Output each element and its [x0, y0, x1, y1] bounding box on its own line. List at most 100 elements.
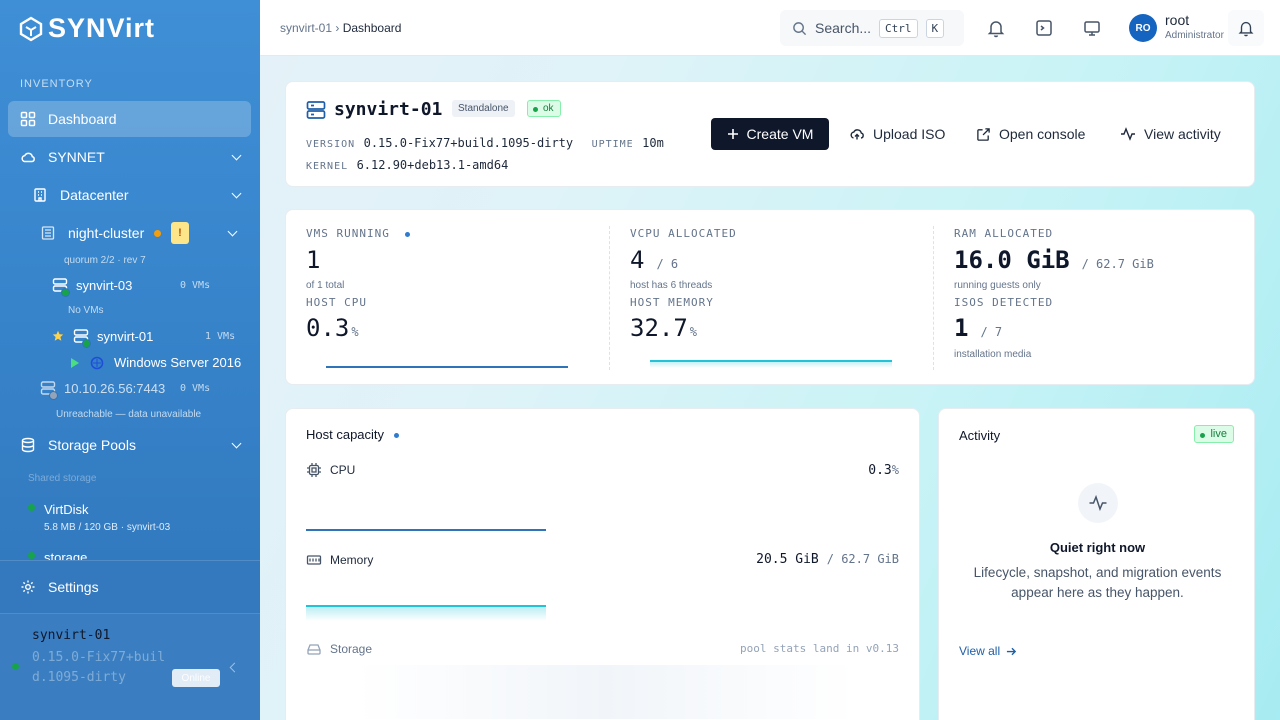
vcpu-note: host has 6 threads — [630, 280, 713, 291]
footer-host-version: 0.15.0-Fix77+build.1095-dirty — [32, 650, 166, 685]
vm-count: 0 VMs — [180, 383, 211, 394]
plus-icon — [727, 129, 738, 139]
upload-iso-label: Upload ISO — [873, 126, 946, 142]
host-status-dot — [12, 663, 19, 670]
external-link-icon — [977, 127, 990, 141]
server-icon — [52, 277, 70, 297]
grid-icon — [20, 111, 36, 127]
mode-badge: Standalone — [452, 100, 515, 117]
host-cpu-unit: % — [351, 325, 359, 339]
notifications-button[interactable] — [1228, 10, 1264, 46]
pool-usage: 5.8 MB / 120 GB · synvirt-03 — [44, 522, 171, 533]
building-icon — [34, 188, 46, 202]
create-vm-label: Create VM — [746, 126, 814, 142]
activity-icon — [1121, 127, 1135, 141]
live-indicator-dot — [393, 433, 399, 439]
sidebar-item-remote-node[interactable]: 10.10.26.56:7443 — [40, 380, 166, 400]
node-note: No VMs — [68, 305, 104, 316]
gear-icon — [21, 580, 35, 594]
version-label: VERSION — [306, 139, 356, 150]
create-vm-button[interactable]: Create VM — [711, 118, 829, 150]
status-dot — [533, 107, 538, 112]
bell-icon[interactable] — [986, 18, 1006, 38]
sidebar-item-label: Datacenter — [60, 187, 129, 203]
sidebar-item-label: Settings — [48, 579, 99, 595]
host-memory-unit: % — [689, 325, 698, 339]
host-memory-value: 32.7% — [630, 314, 698, 342]
sidebar-item-settings[interactable]: Settings — [20, 579, 99, 595]
chevron-down-icon[interactable] — [231, 150, 242, 161]
chevron-down-icon[interactable] — [231, 188, 242, 199]
host-online-badge: Online — [172, 669, 220, 687]
shared-storage-title: Shared storage — [28, 473, 97, 484]
sidebar-item-label: synvirt-01 — [97, 328, 154, 344]
capacity-memory-label: Memory — [330, 553, 374, 567]
divider — [609, 226, 610, 370]
host-cpu-value: 0.3% — [306, 314, 359, 342]
sidebar-item-pool-virtdisk[interactable]: VirtDisk — [44, 502, 89, 517]
breadcrumb-root[interactable]: synvirt-01 — [280, 21, 333, 35]
sidebar-item-vm-windows[interactable]: Windows Server 2016 — [70, 355, 241, 370]
memory-icon — [306, 555, 322, 565]
monitor-icon[interactable] — [1082, 18, 1102, 38]
node-note: Unreachable — data unavailable — [56, 409, 202, 420]
live-dot — [1200, 433, 1206, 438]
sidebar-item-label: Dashboard — [48, 111, 117, 127]
vm-count: 1 VMs — [205, 331, 236, 342]
cpu-sparkline — [326, 366, 568, 368]
sidebar-item-dashboard[interactable]: Dashboard — [8, 101, 251, 137]
vcpu-allocated-label: VCPU ALLOCATED — [630, 227, 737, 240]
status-badge-label: ok — [543, 103, 554, 114]
kernel-label: KERNEL — [306, 161, 349, 172]
cluster-warning-badge[interactable]: ! — [171, 222, 189, 244]
avatar[interactable]: RO — [1129, 14, 1157, 42]
open-console-button[interactable]: Open console — [976, 126, 1085, 142]
sidebar-item-node-synvirt-01[interactable]: synvirt-01 — [73, 328, 154, 348]
cluster-quorum: quorum 2/2 · rev 7 — [64, 255, 146, 266]
host-switcher[interactable] — [0, 614, 260, 720]
host-name: synvirt-01 — [334, 99, 443, 120]
activity-card: Activity live Quiet right now Lifecycle,… — [938, 408, 1255, 720]
iso-note: installation media — [954, 349, 1032, 360]
sidebar-item-label: VirtDisk — [44, 502, 89, 517]
iso-total: / 7 — [980, 325, 1003, 339]
star-icon[interactable] — [52, 330, 64, 342]
open-console-label: Open console — [999, 126, 1086, 142]
sidebar-item-synnet[interactable]: SYNNET — [20, 149, 105, 165]
uptime-value: 10m — [642, 136, 664, 150]
sidebar-item-storage-pools[interactable]: Storage Pools — [20, 437, 136, 453]
view-activity-button[interactable]: View activity — [1120, 126, 1221, 142]
host-summary-card: synvirt-01 Standalone ok VERSION 0.15.0-… — [285, 81, 1255, 187]
search-input[interactable]: Search... Ctrl K — [780, 10, 964, 46]
server-icon — [306, 101, 326, 119]
play-icon — [71, 357, 79, 368]
sidebar-item-label: synvirt-03 — [76, 277, 133, 293]
view-all-link[interactable]: View all — [959, 644, 1017, 658]
activity-title: Activity — [959, 428, 1001, 443]
server-icon — [40, 380, 58, 400]
user-name[interactable]: root — [1165, 12, 1190, 28]
chevron-down-icon[interactable] — [227, 226, 238, 237]
sidebar-item-label: night-cluster — [68, 225, 145, 241]
ram-total: / 62.7 GiB — [1081, 257, 1154, 271]
sidebar-item-cluster[interactable]: night-cluster — [40, 225, 162, 241]
upload-iso-button[interactable]: Upload ISO — [849, 126, 945, 142]
sidebar-item-datacenter[interactable]: Datacenter — [32, 187, 128, 203]
sidebar-item-label: 10.10.26.56:7443 — [64, 380, 166, 396]
shortcut-key-ctrl: Ctrl — [879, 18, 918, 38]
sidebar-item-node-synvirt-03[interactable]: synvirt-03 — [52, 277, 133, 297]
vms-running-label: VMS RUNNING — [306, 227, 411, 240]
app-logo[interactable]: SYNVirt — [18, 13, 155, 44]
pool-status-dot — [28, 552, 35, 559]
empty-state-title: Quiet right now — [1049, 540, 1146, 555]
capacity-cpu-value: 0.3% — [868, 463, 899, 478]
vcpu-total: / 6 — [656, 257, 679, 271]
cluster-icon — [41, 226, 55, 240]
storage-placeholder — [356, 665, 856, 719]
empty-state-body: Lifecycle, snapshot, and migration event… — [973, 565, 1222, 600]
chevron-down-icon[interactable] — [231, 438, 242, 449]
terminal-icon[interactable] — [1034, 18, 1054, 38]
sidebar-item-label: Windows Server 2016 — [114, 355, 242, 370]
isos-detected-value: 1/ 7 — [954, 314, 1003, 342]
vms-running-note: of 1 total — [306, 280, 345, 291]
